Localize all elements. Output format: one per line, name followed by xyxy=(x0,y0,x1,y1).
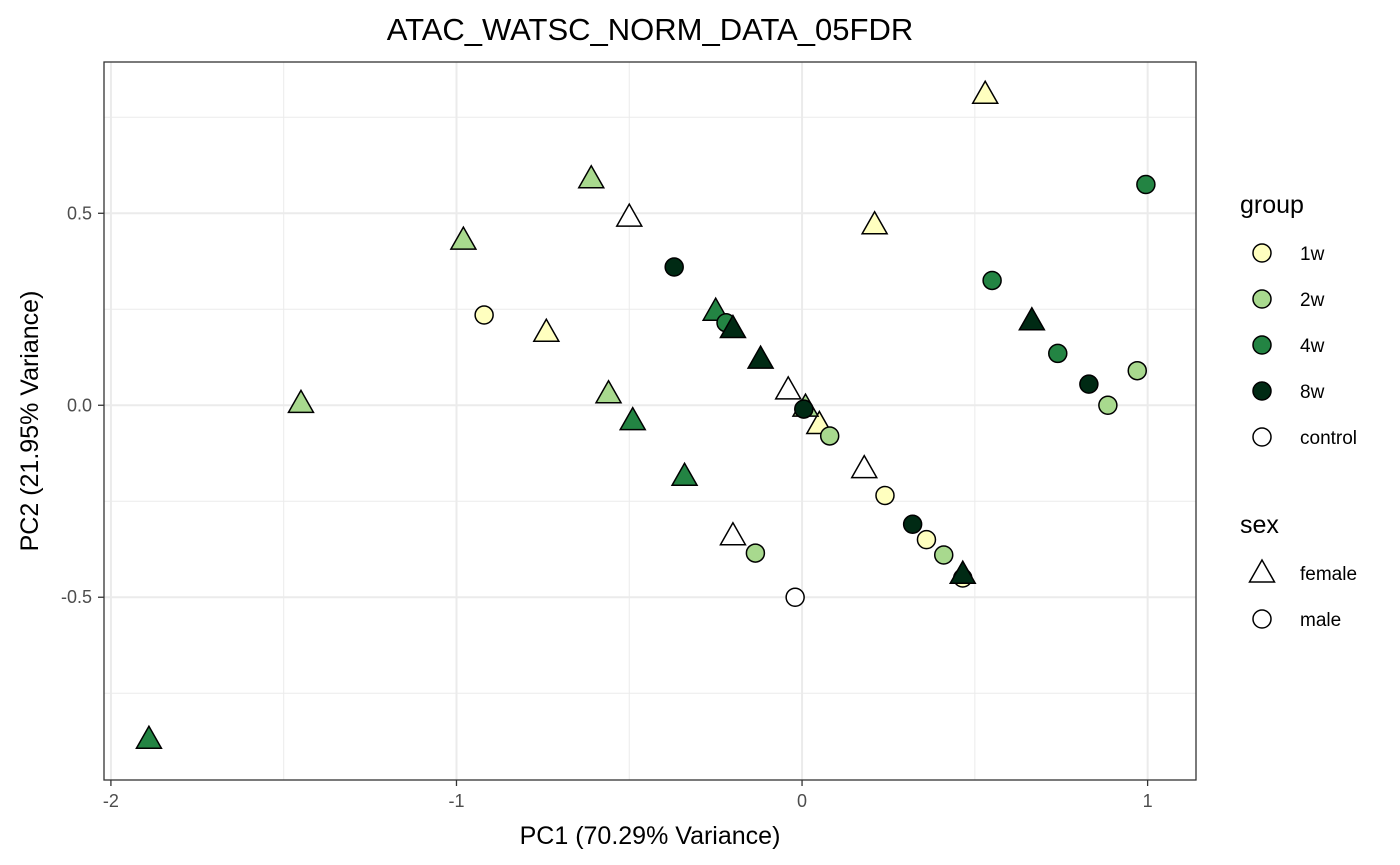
legend-label: male xyxy=(1300,610,1341,631)
data-point-8w-female xyxy=(948,559,977,584)
data-point-8w-male xyxy=(902,514,923,535)
data-point-2w-male xyxy=(1098,395,1118,416)
data-point-8w-male xyxy=(664,257,684,277)
data-point-2w-male xyxy=(745,543,766,563)
plot-border xyxy=(103,61,1197,781)
x-tick-label: -2 xyxy=(103,791,119,811)
data-point-2w-male xyxy=(933,545,954,565)
legend-key-2w xyxy=(1252,289,1272,309)
data-point-4w-female xyxy=(618,406,647,431)
x-tick-label: 1 xyxy=(1143,791,1153,811)
legend-key-triangle xyxy=(1248,558,1276,583)
data-point-1w-male xyxy=(875,485,895,506)
data-point-1w-female xyxy=(971,79,999,105)
data-point-8w-female xyxy=(746,344,775,369)
y-axis-title: PC2 (21.95% Variance) xyxy=(16,291,44,552)
data-point-1w-female xyxy=(860,210,889,235)
data-points xyxy=(135,79,1156,750)
y-tick-label: 0.0 xyxy=(67,395,92,415)
x-tick-label: -1 xyxy=(448,791,464,811)
legend-label: 8w xyxy=(1300,382,1325,403)
legend-title: sex xyxy=(1240,511,1279,539)
legend-key-circle xyxy=(1252,609,1272,629)
data-point-2w-female xyxy=(287,388,315,414)
data-point-4w-female xyxy=(135,724,163,750)
data-point-8w-male xyxy=(794,399,814,419)
data-point-8w-male xyxy=(1079,374,1099,394)
legend-title: group xyxy=(1240,191,1304,219)
data-point-1w-male xyxy=(474,305,494,325)
legend: group 1w 2w 4w 8w control sex female male xyxy=(1240,191,1357,631)
data-point-control-female xyxy=(850,454,879,479)
data-point-1w-female xyxy=(532,317,561,343)
data-point-4w-female xyxy=(670,461,699,487)
data-point-4w-male xyxy=(1136,174,1156,195)
data-point-8w-female xyxy=(719,313,747,339)
data-point-4w-male xyxy=(1048,343,1068,364)
plot-panel xyxy=(104,62,1196,780)
data-point-4w-male xyxy=(982,270,1002,291)
data-point-2w-female xyxy=(594,379,623,404)
x-axis-title: PC1 (70.29% Variance) xyxy=(520,822,781,850)
legend-key-control xyxy=(1252,427,1272,447)
data-point-2w-female xyxy=(449,225,478,250)
data-point-control-female xyxy=(615,202,644,227)
axes: -2 -1 0 1 0.5 0.0 -0.5 xyxy=(61,203,1153,811)
data-point-2w-male xyxy=(1127,360,1148,381)
legend-key-1w xyxy=(1252,243,1272,263)
y-tick-label: -0.5 xyxy=(61,587,92,607)
legend-label: 2w xyxy=(1300,290,1325,311)
legend-label: 1w xyxy=(1300,244,1325,265)
x-tick-label: 0 xyxy=(797,791,807,811)
legend-key-8w xyxy=(1252,381,1272,401)
y-tick-label: 0.5 xyxy=(67,203,92,223)
data-point-2w-female xyxy=(577,164,606,189)
legend-label: 4w xyxy=(1300,336,1325,357)
data-point-8w-female xyxy=(1018,306,1046,331)
chart-title: ATAC_WATSC_NORM_DATA_05FDR xyxy=(387,12,914,47)
legend-key-4w xyxy=(1252,335,1272,355)
data-point-control-male xyxy=(785,587,805,607)
data-point-2w-male xyxy=(819,426,840,446)
data-point-control-female xyxy=(719,521,747,546)
data-point-control-female xyxy=(774,375,803,400)
legend-label: control xyxy=(1300,428,1357,449)
data-point-1w-male xyxy=(916,529,937,550)
legend-label: female xyxy=(1300,564,1357,585)
